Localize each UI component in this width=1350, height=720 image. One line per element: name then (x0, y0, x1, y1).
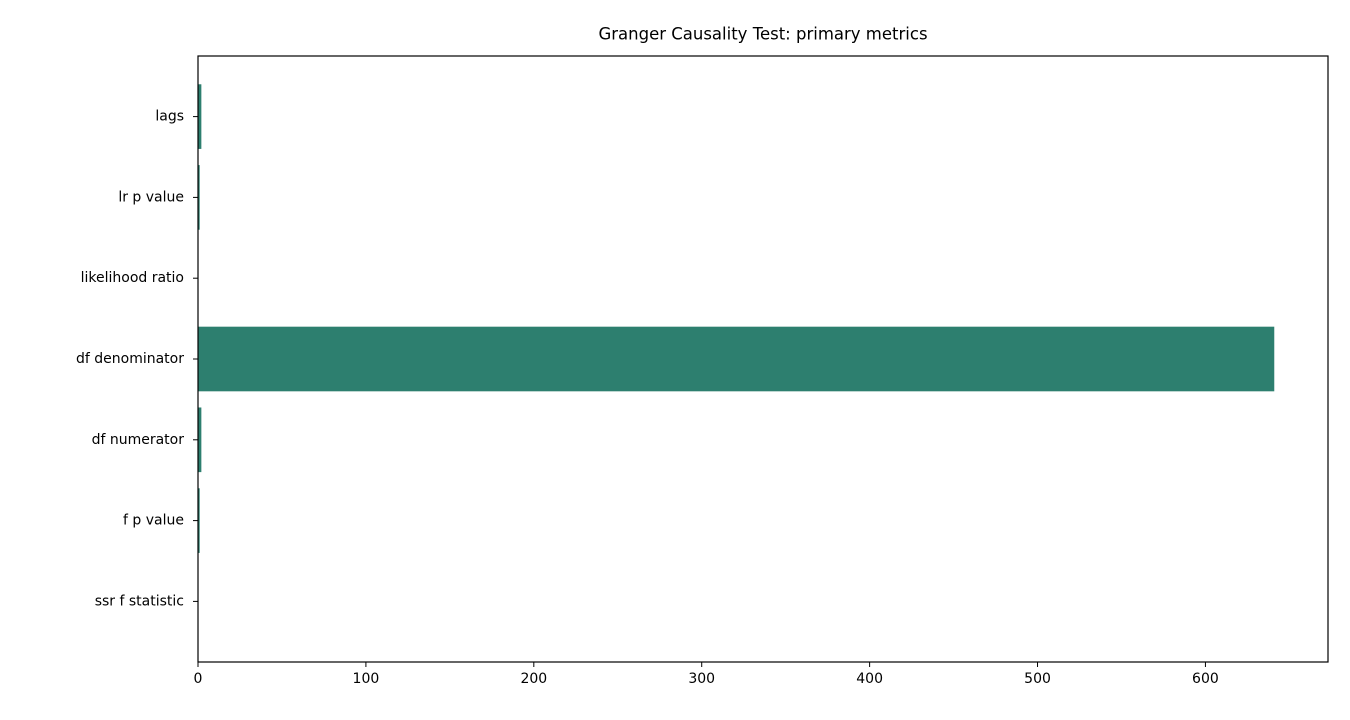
y-tick-label: df numerator (92, 432, 185, 448)
y-tick-label: likelihood ratio (81, 270, 184, 286)
x-tick-label: 100 (353, 671, 380, 687)
bar (198, 407, 202, 473)
y-tick-label: f p value (123, 513, 184, 529)
y-tick-label: lags (155, 109, 184, 125)
bar (198, 165, 200, 230)
x-tick-label: 400 (856, 671, 883, 687)
bar (198, 326, 1275, 392)
x-tick-label: 300 (688, 671, 715, 687)
bar (198, 84, 202, 149)
plot-frame (197, 55, 1329, 663)
chart-title: Granger Causality Test: primary metrics (598, 25, 927, 44)
x-tick-label: 0 (194, 671, 203, 687)
y-tick-label: ssr f statistic (95, 593, 184, 609)
x-tick-label: 500 (1024, 671, 1051, 687)
x-tick-label: 200 (520, 671, 547, 687)
y-tick-label: df denominator (76, 351, 184, 367)
x-tick-label: 600 (1192, 671, 1219, 687)
bar (198, 488, 200, 553)
y-tick-label: lr p value (118, 189, 184, 205)
